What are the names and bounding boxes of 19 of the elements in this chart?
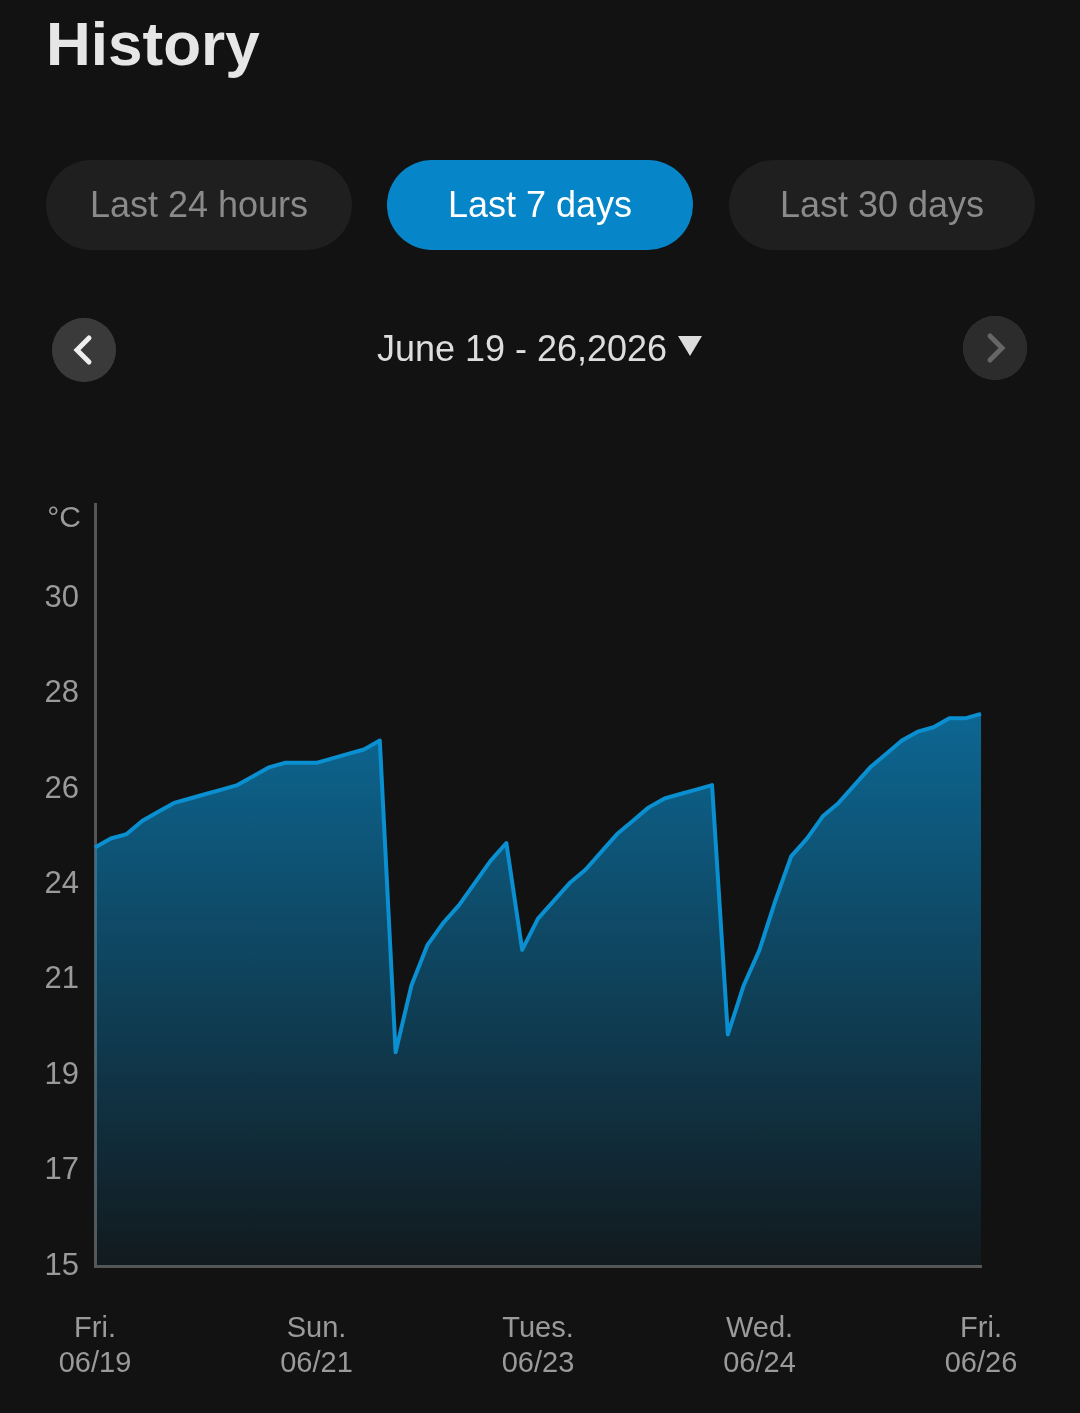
- x-tick-label: Fri. 06/19: [58, 1311, 132, 1379]
- text: Last 7 days: [387, 160, 693, 250]
- chart-title: History: [46, 8, 260, 79]
- text: June 19 - 26,2026: [376, 328, 668, 369]
- x-tick-label: Tues. 06/23: [501, 1311, 575, 1379]
- x-tick-label: Wed. 06/24: [723, 1311, 796, 1379]
- y-tick-label: 21: [44, 960, 79, 996]
- y-tick-label: 28: [44, 673, 79, 709]
- y-axis-title: °C: [47, 499, 81, 533]
- y-tick-label: 19: [44, 1055, 79, 1091]
- text: Last 30 days: [729, 160, 1035, 250]
- y-tick-label: 30: [44, 578, 79, 614]
- x-tick-label: Fri. 06/26: [944, 1311, 1018, 1379]
- x-tick-label: Sun. 06/21: [280, 1311, 353, 1379]
- y-tick-label: 26: [44, 769, 79, 805]
- y-tick-label: 24: [44, 864, 79, 900]
- text: Last 24 hours: [46, 160, 352, 250]
- y-tick-label: 15: [44, 1246, 79, 1282]
- y-tick-label: 17: [44, 1151, 79, 1187]
